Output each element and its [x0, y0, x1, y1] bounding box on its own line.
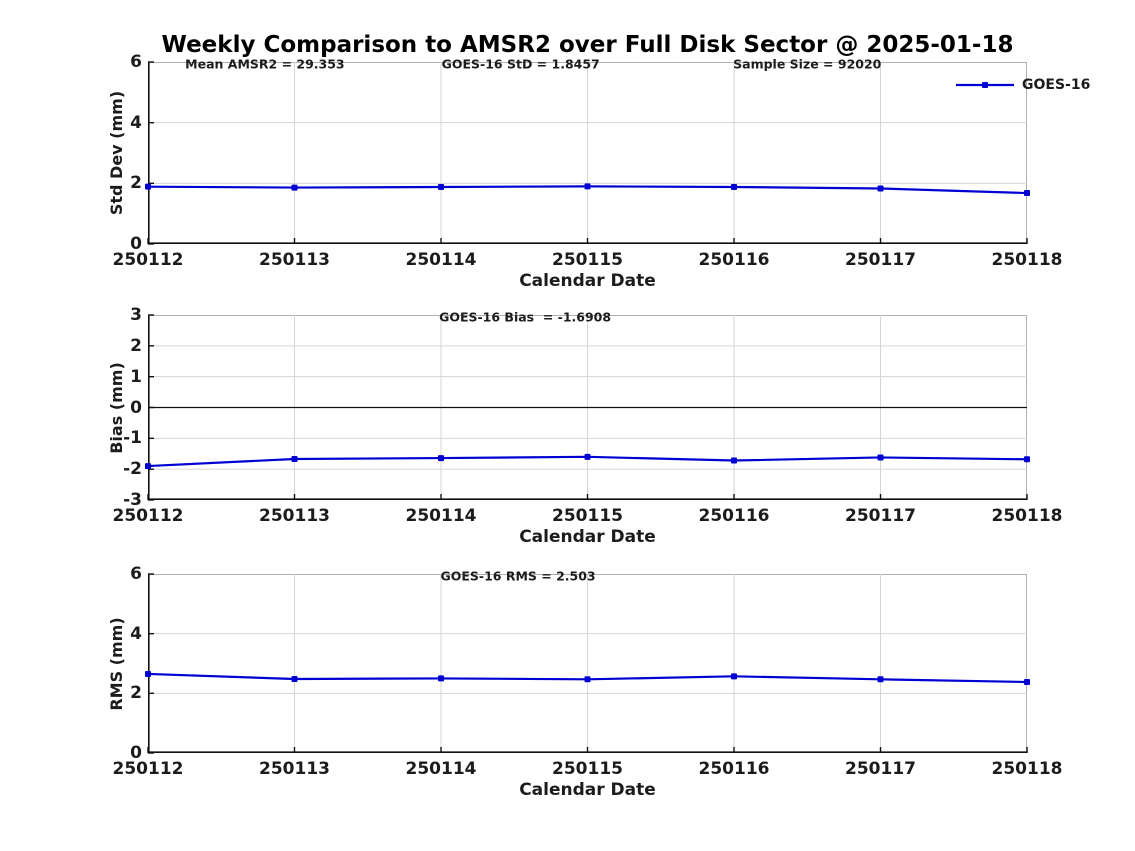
y-tick-label: 2 — [130, 335, 142, 356]
x-tick-label: 250115 — [552, 759, 623, 779]
x-tick-label: 250116 — [698, 759, 770, 779]
y-tick-label: 0 — [130, 397, 142, 418]
plot-area — [145, 61, 1030, 245]
x-tick-label: 250115 — [552, 506, 623, 526]
x-tick-label: 250113 — [259, 250, 330, 270]
plot-frame — [148, 315, 1027, 500]
data-marker — [438, 183, 444, 190]
data-line — [147, 672, 1028, 684]
y-tick-label: 0 — [130, 743, 142, 763]
x-tick-label: 250114 — [405, 759, 477, 779]
data-line — [147, 185, 1028, 195]
data-marker — [877, 454, 884, 461]
y-tick-label: -3 — [123, 490, 142, 510]
data-marker — [584, 453, 591, 460]
y-tick-label: 2 — [130, 683, 142, 704]
data-marker — [1024, 190, 1030, 197]
data-marker — [584, 676, 591, 683]
data-marker — [1024, 678, 1030, 685]
x-tick-label: 250117 — [845, 759, 916, 779]
annotation: GOES-16 Bias = -1.6908 — [439, 309, 612, 325]
plot-area — [145, 314, 1030, 501]
x-tick-label: 250112 — [112, 250, 184, 270]
y-tick-label: 4 — [130, 623, 142, 644]
data-marker — [145, 670, 151, 677]
data-marker — [877, 676, 884, 683]
plot-frame — [148, 62, 1027, 244]
x-tick-label: 250117 — [845, 506, 916, 526]
data-marker — [291, 184, 298, 191]
x-tick-label: 250118 — [991, 250, 1063, 270]
y-axis-label: Std Dev (mm) — [107, 90, 126, 216]
x-tick-label: 250117 — [845, 250, 916, 270]
x-tick-label: 250118 — [991, 506, 1063, 526]
data-marker — [731, 183, 737, 190]
y-tick-label: 6 — [130, 564, 142, 584]
x-axis-label: Calendar Date — [519, 780, 656, 800]
annotation: Sample Size = 92020 — [733, 56, 882, 72]
legend-line-icon — [956, 82, 1014, 88]
legend-marker-icon — [982, 82, 988, 88]
data-marker — [438, 455, 444, 462]
x-tick-label: 250118 — [991, 759, 1063, 779]
x-axis-label: Calendar Date — [519, 271, 656, 291]
x-axis-label: Calendar Date — [519, 527, 656, 547]
y-axis-label: RMS (mm) — [107, 616, 126, 711]
data-marker — [291, 676, 298, 683]
data-marker — [1024, 456, 1030, 463]
data-marker — [731, 673, 737, 680]
y-tick-label: 4 — [130, 112, 142, 133]
legend-label: GOES-16 — [1022, 77, 1091, 93]
data-line — [147, 455, 1028, 468]
x-tick-label: 250115 — [552, 250, 623, 270]
x-tick-label: 250114 — [405, 506, 477, 526]
x-tick-label: 250114 — [405, 250, 477, 270]
x-tick-label: 250112 — [112, 759, 184, 779]
data-marker — [291, 455, 298, 462]
y-tick-label: 2 — [130, 173, 142, 194]
figure-title: Weekly Comparison to AMSR2 over Full Dis… — [161, 32, 1014, 58]
data-marker — [731, 457, 737, 464]
data-marker — [145, 463, 151, 470]
plot-area — [145, 573, 1030, 754]
y-tick-label: -2 — [123, 459, 142, 480]
x-tick-label: 250113 — [259, 506, 330, 526]
annotation: GOES-16 StD = 1.8457 — [441, 56, 600, 72]
y-tick-label: 1 — [130, 366, 142, 387]
annotation: Mean AMSR2 = 29.353 — [185, 56, 345, 72]
x-tick-label: 250113 — [259, 759, 330, 779]
data-marker — [584, 183, 591, 190]
annotation: GOES-16 RMS = 2.503 — [440, 568, 596, 584]
y-tick-label: 0 — [130, 234, 142, 254]
data-marker — [145, 183, 151, 190]
x-tick-label: 250112 — [112, 506, 184, 526]
x-tick-label: 250116 — [698, 506, 770, 526]
y-tick-label: 3 — [130, 305, 142, 325]
data-marker — [877, 185, 884, 192]
y-tick-label: -1 — [123, 428, 142, 449]
data-marker — [438, 675, 444, 682]
y-axis-label: Bias (mm) — [107, 361, 126, 454]
x-tick-label: 250116 — [698, 250, 770, 270]
plot-frame — [148, 574, 1027, 753]
